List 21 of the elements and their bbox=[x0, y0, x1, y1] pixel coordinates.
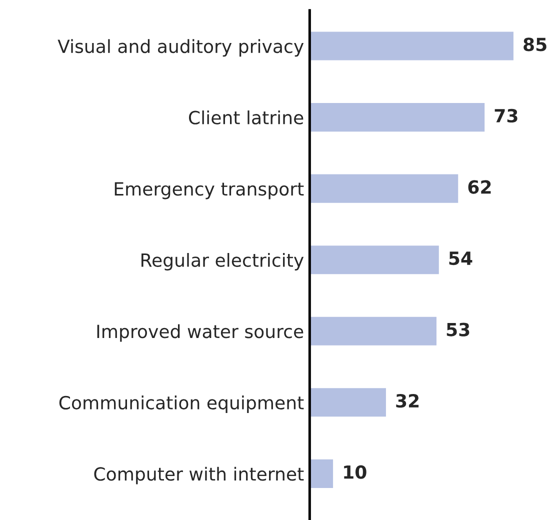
data-label: 73 bbox=[494, 108, 518, 123]
data-label: 54 bbox=[449, 252, 472, 266]
y-tick-label: Visual and auditory privacy bbox=[58, 39, 304, 57]
bar bbox=[310, 102, 486, 133]
y-tick-label: Improved water source bbox=[97, 324, 304, 342]
data-label: 32 bbox=[396, 394, 419, 408]
data-label: 62 bbox=[468, 180, 491, 194]
y-tick-label: Communication equipment bbox=[59, 396, 304, 414]
y-tick-label: Client latrine bbox=[188, 110, 304, 124]
data-label: 53 bbox=[446, 322, 470, 336]
y-tick-label: Regular electricity bbox=[142, 252, 304, 270]
bar bbox=[310, 458, 334, 490]
data-label: 85 bbox=[524, 38, 546, 52]
bar bbox=[310, 386, 388, 418]
bar bbox=[310, 30, 515, 62]
y-tick-label: Computer with internet bbox=[94, 466, 304, 484]
bar bbox=[310, 315, 438, 347]
y-tick-label: Emergency transport bbox=[114, 182, 304, 200]
bar bbox=[310, 172, 460, 204]
data-label: 10 bbox=[344, 465, 366, 479]
bar bbox=[310, 244, 440, 276]
